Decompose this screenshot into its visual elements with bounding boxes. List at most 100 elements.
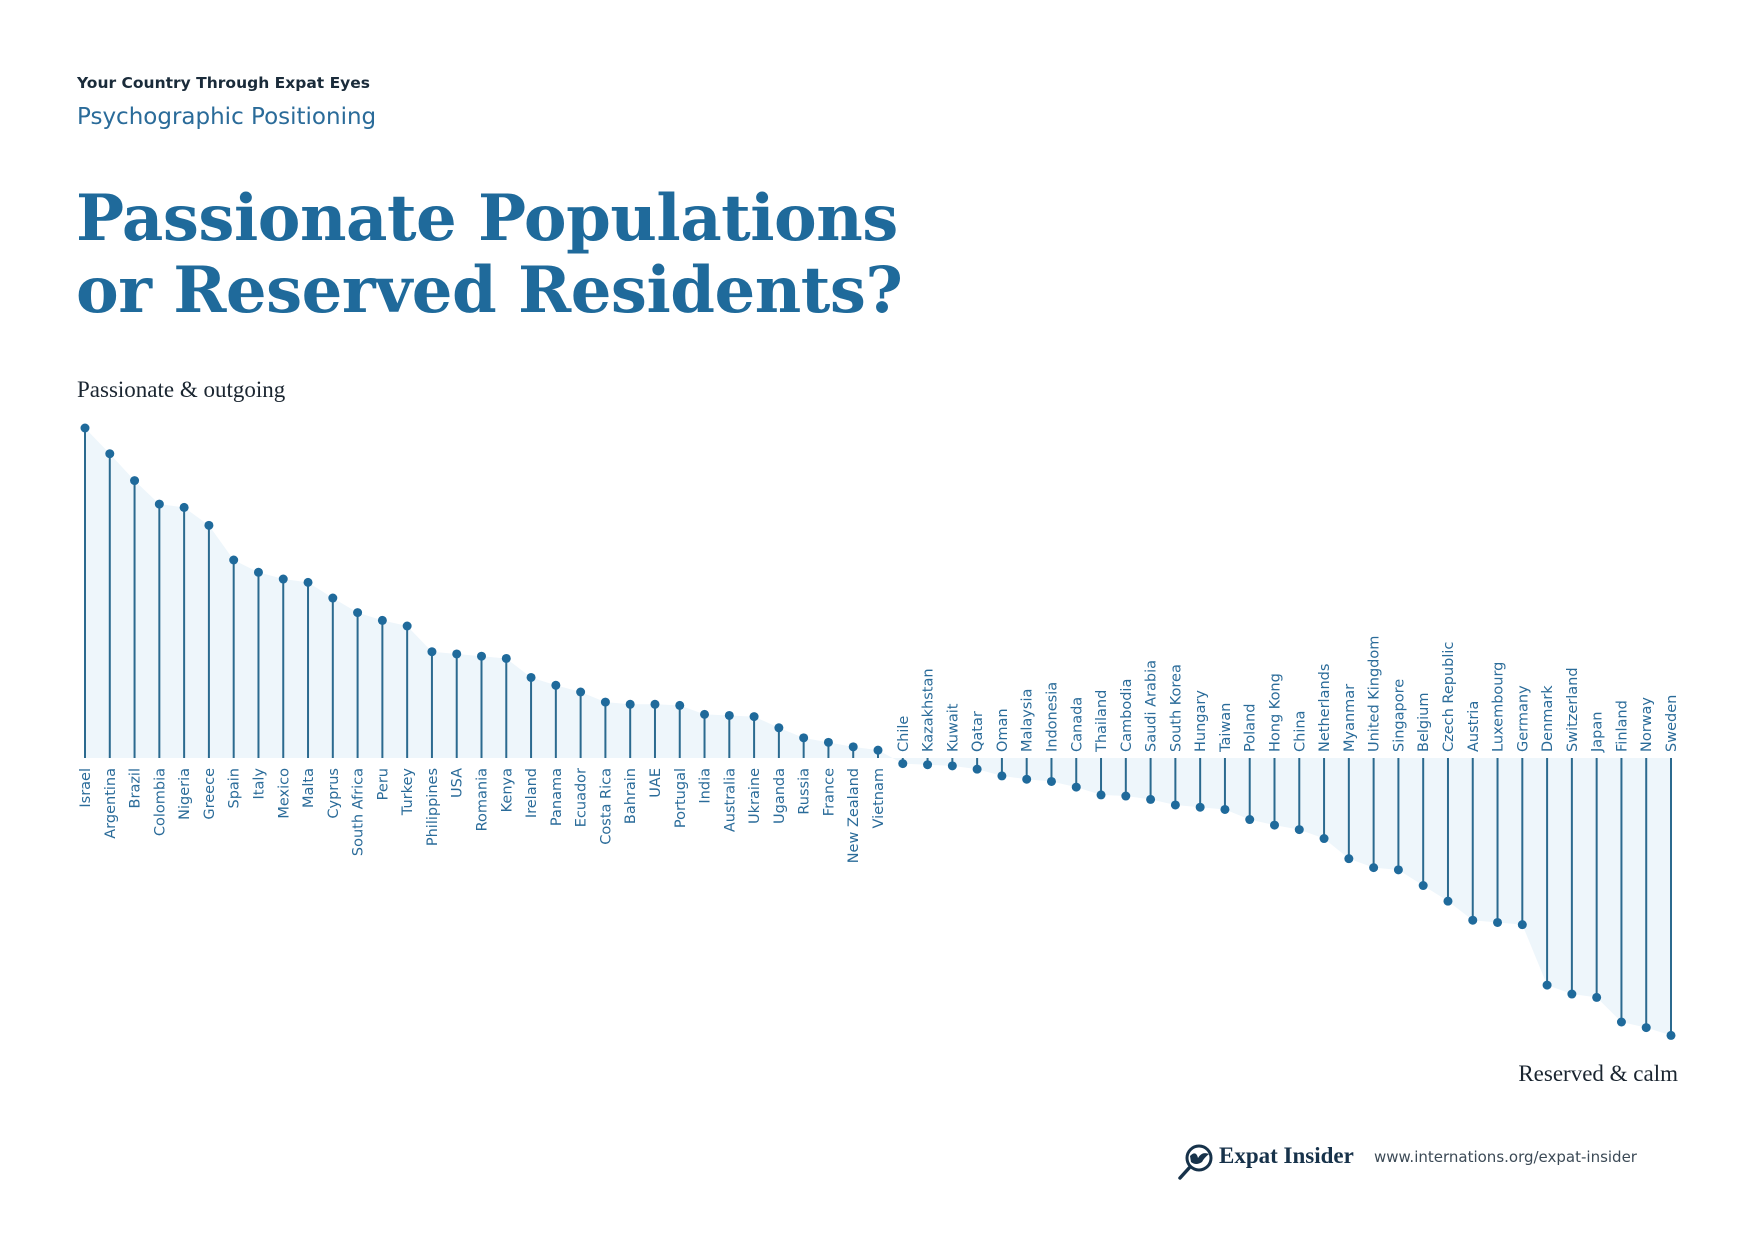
kicker-text: Your Country Through Expat Eyes: [77, 74, 371, 92]
dot-nigeria: [179, 502, 189, 512]
dot-philippines: [427, 647, 437, 657]
dot-turkey: [402, 621, 412, 631]
title-line-2: or Reserved Residents?: [76, 253, 903, 328]
tick-label: Canada: [1069, 697, 1085, 752]
dot-colombia: [154, 499, 164, 509]
dot-south-africa: [353, 608, 363, 618]
tick-label: Bahrain: [623, 768, 639, 824]
tick-label: South Africa: [351, 768, 367, 856]
tick-label: New Zealand: [846, 768, 862, 863]
tick-label: Norway: [1639, 697, 1655, 752]
tick-label: Finland: [1614, 700, 1630, 752]
tick-label: UAE: [648, 768, 664, 798]
tick-label: Sweden: [1664, 695, 1680, 752]
dot-cambodia: [1121, 791, 1131, 801]
dot-ecuador: [576, 687, 586, 697]
dot-norway: [1641, 1023, 1651, 1033]
tick-label: Switzerland: [1565, 667, 1581, 752]
brand-name: Expat Insider: [1219, 1143, 1354, 1168]
dot-new-zealand: [848, 742, 858, 752]
dot-switzerland: [1567, 989, 1577, 999]
dot-panama: [551, 680, 561, 690]
dot-germany: [1517, 920, 1527, 930]
dot-malta: [303, 577, 313, 587]
tick-label: Netherlands: [1317, 664, 1333, 752]
tick-label: Kazakhstan: [921, 668, 937, 752]
tick-label: Cyprus: [326, 768, 342, 819]
dot-india: [700, 709, 710, 719]
dot-uganda: [774, 723, 784, 733]
area-layer: [85, 428, 1671, 1036]
tick-label: Denmark: [1540, 685, 1556, 752]
axis-label-top: Passionate & outgoing: [77, 377, 286, 402]
title-line-1: Passionate Populations: [76, 181, 898, 256]
dot-taiwan: [1220, 804, 1230, 814]
tick-label: Belgium: [1416, 693, 1432, 752]
tick-label: Japan: [1590, 712, 1606, 753]
shaded-area: [85, 428, 1671, 1036]
tick-label-layer: Israel Argentina Brazil Colombia Nigeria Gree…: [78, 636, 1680, 864]
tick-label: Hong Kong: [1268, 673, 1284, 752]
tick-label: Thailand: [1094, 690, 1110, 753]
tick-label: Turkey: [400, 768, 416, 817]
tick-label: Romania: [475, 768, 491, 831]
tick-label: France: [821, 768, 837, 816]
dot-oman: [997, 771, 1007, 781]
tick-label: Myanmar: [1342, 684, 1358, 752]
tick-label: Malaysia: [1020, 689, 1036, 752]
tick-label: Mexico: [276, 768, 292, 819]
tick-label: Ecuador: [574, 768, 590, 827]
tick-label: Nigeria: [177, 768, 193, 820]
website-link[interactable]: www.internations.org/expat-insider: [1374, 1148, 1637, 1166]
tick-label: Poland: [1243, 704, 1259, 752]
tick-label: Ukraine: [747, 768, 763, 824]
tick-label: Argentina: [103, 768, 119, 839]
dot-canada: [1071, 782, 1081, 792]
dot-hungary: [1195, 802, 1205, 812]
tick-label: Greece: [202, 768, 218, 820]
tick-label: India: [698, 768, 714, 804]
subtitle: Psychographic Positioning: [77, 104, 377, 130]
dot-belgium: [1418, 881, 1428, 891]
dot-sweden: [1666, 1030, 1676, 1040]
dot-kuwait: [947, 761, 957, 771]
dot-portugal: [675, 700, 685, 710]
tick-label: Kuwait: [945, 703, 961, 752]
tick-label: Uganda: [772, 768, 788, 824]
tick-label: Indonesia: [1044, 682, 1060, 752]
dot-russia: [799, 733, 809, 743]
dot-austria: [1468, 915, 1478, 925]
tick-label: Taiwan: [1218, 703, 1234, 753]
page-title: Passionate Populations or Reserved Resid…: [76, 181, 903, 328]
dot-malaysia: [1022, 774, 1032, 784]
dot-myanmar: [1344, 854, 1354, 864]
dot-singapore: [1393, 865, 1403, 875]
tick-label: Singapore: [1391, 679, 1407, 752]
tick-label: Saudi Arabia: [1144, 660, 1160, 752]
dot-japan: [1592, 992, 1602, 1002]
dot-italy: [253, 567, 263, 577]
stem-layer: [80, 423, 1676, 1040]
tick-label: Luxembourg: [1491, 662, 1507, 752]
dot-mexico: [278, 574, 288, 584]
dot-kenya: [501, 653, 511, 663]
tick-label: Chile: [896, 716, 912, 752]
tick-label: Australia: [722, 768, 738, 832]
dot-china: [1294, 825, 1304, 835]
dot-usa: [452, 649, 462, 659]
tick-label: Qatar: [970, 711, 986, 752]
tick-label: Czech Republic: [1441, 642, 1457, 752]
tick-label: Peru: [375, 768, 391, 800]
tick-label: China: [1292, 711, 1308, 752]
dot-south-korea: [1170, 800, 1180, 810]
dot-poland: [1245, 815, 1255, 825]
dot-thailand: [1096, 790, 1106, 800]
dot-hong-kong: [1270, 820, 1279, 830]
dot-indonesia: [1046, 776, 1056, 786]
dot-finland: [1616, 1017, 1626, 1027]
dot-israel: [80, 423, 90, 433]
tick-label: Israel: [78, 768, 94, 808]
dot-peru: [377, 615, 387, 625]
tick-label: Panama: [549, 768, 565, 826]
tick-label: United Kingdom: [1367, 636, 1383, 752]
